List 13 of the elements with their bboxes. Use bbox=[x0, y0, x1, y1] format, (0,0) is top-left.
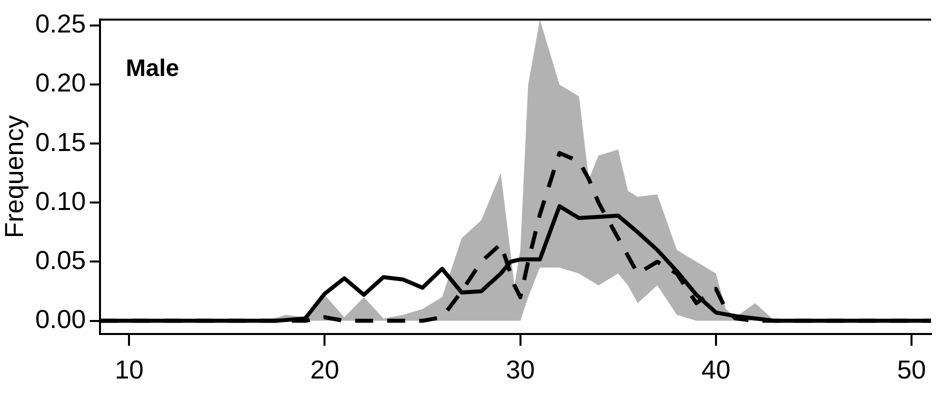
y-axis-title: Frequency bbox=[0, 115, 29, 238]
y-tick-label: 0.20 bbox=[35, 68, 86, 98]
y-tick-label: 0.10 bbox=[35, 186, 86, 216]
y-tick-label: 0.25 bbox=[35, 8, 86, 39]
x-tick-label: 50 bbox=[897, 354, 926, 385]
x-tick-label: 20 bbox=[310, 354, 340, 385]
y-tick-label: 0.00 bbox=[35, 304, 86, 334]
y-tick-label: 0.05 bbox=[35, 244, 86, 275]
x-tick-label: 10 bbox=[114, 354, 144, 385]
annotation: Male bbox=[126, 55, 180, 82]
y-tick-label: 0.15 bbox=[35, 126, 86, 157]
x-tick-label: 40 bbox=[701, 354, 730, 385]
x-tick-label: 30 bbox=[506, 354, 535, 385]
